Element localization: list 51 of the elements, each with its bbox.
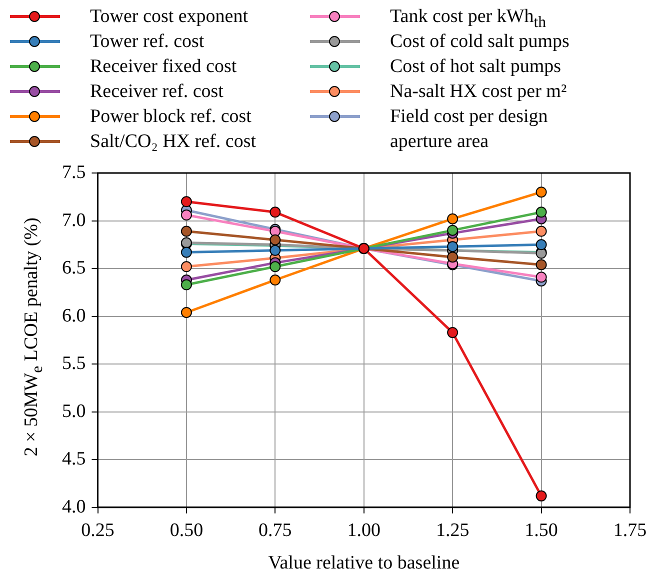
y-tick-label: 4.5 [62,448,86,470]
x-tick-label: 1.50 [524,520,558,541]
x-tick-label: 0.25 [81,520,114,541]
point [536,206,547,218]
y-tick-label: 6.0 [62,305,86,326]
legend-label: Cost of hot salt pumps [390,55,562,79]
legend-label: Tower ref. cost [90,30,206,54]
y-tick-label: 5.0 [62,400,86,422]
point [447,252,458,263]
legend-label: Tower cost exponent [90,5,250,29]
x-tick-label: 1.75 [613,520,647,541]
point [447,327,458,338]
y-tick-label: 7.5 [62,162,86,183]
legend-label: Receiver fixed cost [90,55,238,79]
point [447,213,458,224]
x-tick-label: 0.50 [170,520,204,541]
point [536,239,547,250]
legend-label: Salt/CO₂ HX ref. cost [90,130,257,154]
point [270,244,281,256]
point [536,226,547,237]
legend-label: Cost of cold salt pumps [390,30,570,54]
point [180,196,192,208]
point [180,279,192,290]
x-axis-title: Value relative to baseline [268,552,460,574]
point [180,261,192,272]
y-tick-label: 4.0 [62,496,86,518]
x-tick-label: 1.00 [347,520,380,541]
point [180,246,192,258]
y-tick-label: 6.5 [62,258,86,279]
point [270,274,281,286]
x-tick-label: 0.75 [258,520,292,541]
legend-label: Tank cost per kWh$_{th}$ [390,6,546,31]
y-tick-label: 5.5 [62,353,86,374]
point [270,206,281,218]
x-tick-label: 1.25 [436,520,470,541]
point [447,241,458,252]
legend-label: Receiver ref. cost [90,80,224,104]
point [536,259,547,270]
point [180,210,192,221]
y-tick-label: 7.0 [62,210,86,231]
legend-label: Na-salt HX cost per m² [390,80,568,104]
point [270,261,281,272]
legend-label: Power block ref. cost [90,105,252,129]
point [447,224,458,236]
point [536,490,547,502]
point [536,272,547,283]
legend-label: Field cost per design aperture area [390,105,549,154]
point [536,186,547,198]
point [180,226,192,237]
point [180,306,192,318]
point [270,234,281,246]
